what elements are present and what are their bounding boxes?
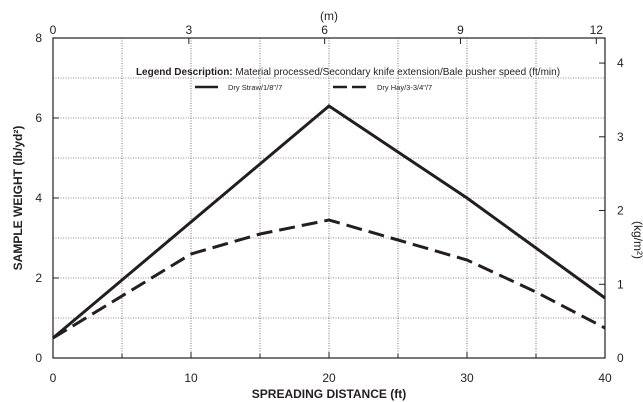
x-tick-label: 40 [598, 371, 612, 385]
y-tick-label: 0 [35, 351, 42, 365]
x-tick-label: 0 [50, 371, 57, 385]
y-right-axis-title: (kg/m²) [631, 221, 643, 259]
x-tick-label: 20 [322, 371, 336, 385]
y-right-tick-label: 2 [617, 204, 624, 218]
series-lines [52, 104, 606, 340]
y-right-tick-label: 4 [617, 56, 624, 70]
tick-marks [52, 37, 606, 359]
legend-label-dry-straw: Dry Straw/1/8"/7 [228, 83, 282, 92]
y-right-tick-label: 1 [617, 277, 624, 291]
x-top-tick-label: 3 [185, 23, 192, 37]
legend: Legend Description: Material processed/S… [136, 67, 560, 92]
x-top-tick-label: 12 [590, 23, 604, 37]
y-tick-label: 2 [35, 271, 42, 285]
y-tick-label: 4 [35, 191, 42, 205]
x-tick-label: 30 [460, 371, 474, 385]
legend-label-dry-hay: Dry Hay/3-3/4"/7 [377, 83, 432, 92]
y-axis-title: SAMPLE WEIGHT (lb/yd²) [11, 126, 25, 271]
x-top-tick-label: 0 [50, 23, 57, 37]
grid-lines [53, 38, 605, 358]
x-top-tick-label: 9 [457, 23, 464, 37]
x-top-axis-title: (m) [320, 9, 338, 23]
legend-title: Legend Description: Material processed/S… [136, 67, 560, 78]
y-right-tick-label: 0 [617, 351, 624, 365]
legend-title-rest: Material processed/Secondary knife exten… [233, 67, 560, 78]
y-tick-label: 6 [35, 111, 42, 125]
y-tick-label: 8 [35, 31, 42, 45]
legend-title-bold: Legend Description: [136, 67, 233, 78]
series-line-dry-straw [52, 104, 606, 340]
y-right-tick-label: 3 [617, 130, 624, 144]
series-line-dry-hay [52, 218, 606, 340]
x-top-tick-label: 6 [321, 23, 328, 37]
x-axis-title: SPREADING DISTANCE (ft) [252, 387, 406, 401]
x-tick-label: 10 [184, 371, 198, 385]
